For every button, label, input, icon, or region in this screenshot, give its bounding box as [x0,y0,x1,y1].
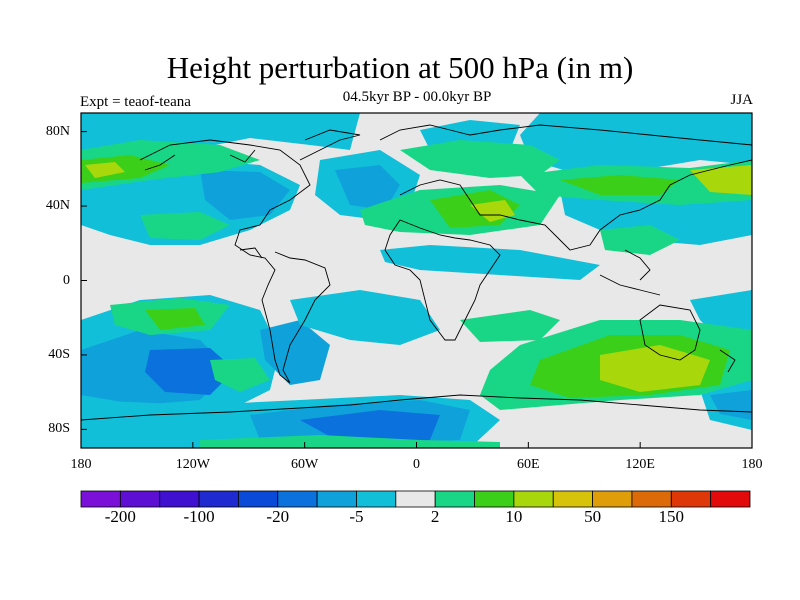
lat-tick-label: 80S [48,421,70,437]
colorbar-swatch [238,490,279,508]
colorbar-label: -200 [104,507,136,526]
colorbar-label: 2 [430,507,440,526]
colorbar-swatch [80,490,121,508]
map-subtitle: 04.5kyr BP - 00.0kyr BP [342,89,492,105]
colorbar-swatch [316,490,357,508]
lon-tick-label: 180 [70,457,92,472]
colorbar-swatch [277,490,318,508]
colorbar [80,490,751,508]
colorbar-label: 10 [505,507,523,526]
colorbar-label: 50 [584,507,602,526]
colorbar-swatch [552,490,593,508]
coastlines [81,124,752,421]
colorbar-swatch [395,490,436,508]
lon-tick-label: 60W [291,457,319,472]
colorbar-swatch [434,490,475,508]
experiment-label: Expt = teaof-teana [80,94,191,110]
colorbar-swatch [119,490,161,508]
colorbar-label: -5 [349,507,364,526]
colorbar-swatch [474,490,515,508]
contour-field [81,113,752,448]
lat-tick-label: 40S [48,346,70,362]
lat-tick-label: 0 [63,272,70,288]
lon-tick-label: 0 [413,457,420,472]
lon-tick-label: 120W [175,457,210,472]
lat-tick-label: 40N [45,198,70,214]
colorbar-label: -20 [266,507,290,526]
colorbar-swatch [670,490,712,508]
colorbar-swatch [356,490,397,508]
positive-anomaly-regions [81,140,752,448]
colorbar-swatch [710,490,751,508]
colorbar-swatch [198,490,239,508]
colorbar-swatch [631,490,672,508]
lon-tick-label: 120E [625,457,655,472]
colorbar-label: -100 [183,507,215,526]
colorbar-swatch [159,490,200,508]
axis-ticks [80,131,753,448]
colorbar-label: 150 [658,507,685,526]
lon-tick-label: 60E [517,457,540,472]
colorbar-swatch [513,490,554,508]
lon-tick-label: 180 [741,457,763,472]
season-label: JJA [730,92,753,108]
lat-tick-label: 80N [45,123,70,139]
map-title: Height perturbation at 500 hPa (in m) [166,50,634,85]
colorbar-swatch [592,490,633,508]
